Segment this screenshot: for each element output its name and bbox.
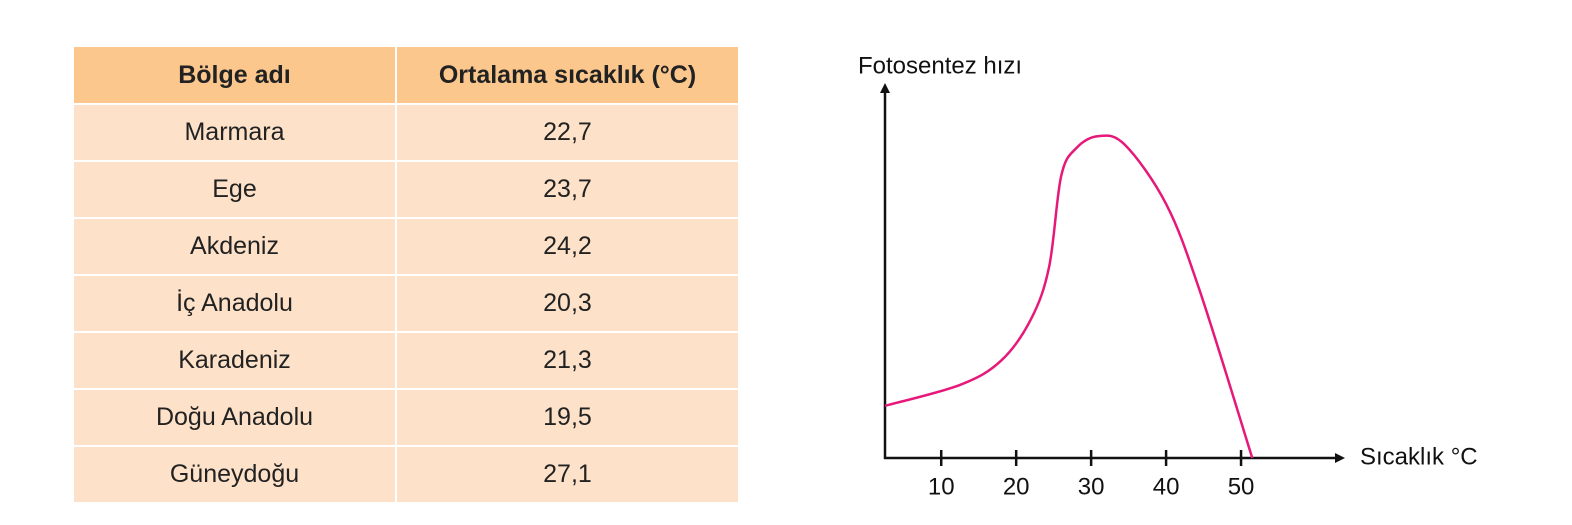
- table-cell: 19,5: [395, 388, 740, 447]
- table-cell: 22,7: [395, 103, 740, 162]
- table-cell: Ege: [72, 160, 397, 219]
- header-cell: Ortalama sıcaklık (°C): [395, 45, 740, 105]
- table-row: Ege 23,7: [72, 160, 740, 219]
- table-cell: 27,1: [395, 445, 740, 504]
- table-cell: İç Anadolu: [72, 274, 397, 333]
- header-row: Bölge adı Ortalama sıcaklık (°C): [72, 45, 740, 105]
- x-axis-label: Sıcaklık °C: [1360, 443, 1478, 470]
- table-cell: Akdeniz: [72, 217, 397, 276]
- table-cell: Güneydoğu: [72, 445, 397, 504]
- table-cell: Doğu Anadolu: [72, 388, 397, 447]
- table-row: Karadeniz 21,3: [72, 331, 740, 390]
- table-row: Güneydoğu 27,1: [72, 445, 740, 504]
- table-cell: Karadeniz: [72, 331, 397, 390]
- table-cell: 21,3: [395, 331, 740, 390]
- table-body: Marmara 22,7 Ege 23,7 Akdeniz 24,2 İç Anadolu 2…: [72, 103, 740, 504]
- region-table: Bölge adı Ortalama sıcaklık (°C) Marmara 2…: [72, 45, 740, 504]
- table-row: Marmara 22,7: [72, 103, 740, 162]
- x-tick-label: 50: [1228, 473, 1255, 500]
- header-cell: Bölge adı: [72, 45, 397, 105]
- table-cell: 24,2: [395, 217, 740, 276]
- table-cell: 23,7: [395, 160, 740, 219]
- table-cell: Marmara: [72, 103, 397, 162]
- x-tick-label: 40: [1153, 473, 1180, 500]
- table-row: İç Anadolu 20,3: [72, 274, 740, 333]
- x-tick-label: 10: [928, 473, 955, 500]
- table-row: Doğu Anadolu 19,5: [72, 388, 740, 447]
- x-tick-label: 30: [1078, 473, 1105, 500]
- table-row: Akdeniz 24,2: [72, 217, 740, 276]
- x-tick-label: 20: [1003, 473, 1030, 500]
- y-axis-label: Fotosentez hızı: [858, 52, 1022, 79]
- curve: [884, 134, 1254, 459]
- table-cell: 20,3: [395, 274, 740, 333]
